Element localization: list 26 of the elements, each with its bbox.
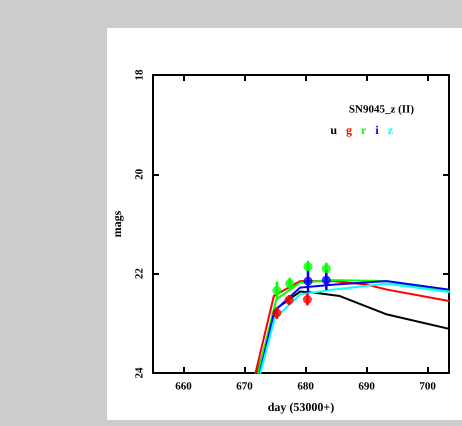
point <box>304 262 313 272</box>
x-tick-label: 680 <box>297 380 314 392</box>
point <box>322 276 331 285</box>
point <box>272 286 282 296</box>
text: z <box>388 123 394 137</box>
x-tick-label: 670 <box>236 380 254 392</box>
text: g <box>346 123 352 137</box>
y-tick-label: 22 <box>134 268 146 280</box>
legend-title: SN9045_z (II) <box>348 104 414 116</box>
point <box>304 276 313 286</box>
point <box>285 279 294 288</box>
point <box>322 264 331 274</box>
point <box>302 294 312 304</box>
point <box>272 308 282 318</box>
y-tick-label: 20 <box>134 168 146 180</box>
y-axis-title: mags <box>110 210 124 238</box>
x-axis-title: day (53000+) <box>268 400 334 414</box>
x-tick-label: 660 <box>175 380 192 392</box>
x-tick-label: 700 <box>419 380 436 392</box>
text: i <box>375 123 380 137</box>
y-tick-label: 18 <box>134 69 146 80</box>
point <box>284 295 294 304</box>
x-tick-label: 690 <box>358 380 376 392</box>
text: r <box>361 123 368 137</box>
y-tick-label: 24 <box>134 367 146 378</box>
text: u <box>330 123 338 137</box>
